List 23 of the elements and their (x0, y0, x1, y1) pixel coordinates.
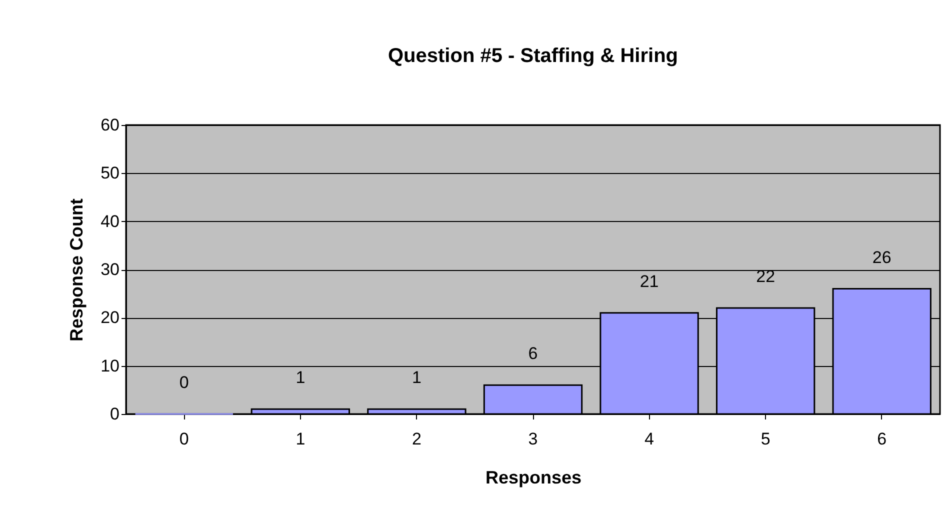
data-label: 1 (412, 368, 422, 388)
y-axis-title: Response Count (66, 198, 87, 342)
data-label: 6 (528, 344, 538, 364)
data-label: 21 (640, 272, 659, 291)
y-tick-label: 50 (100, 164, 120, 183)
x-tick-label: 3 (528, 430, 538, 448)
data-label: 26 (872, 248, 892, 267)
y-tick-label: 0 (110, 404, 120, 424)
x-tick-label: 2 (412, 430, 422, 448)
y-tick-label: 20 (100, 308, 120, 328)
y-tick-label: 10 (100, 356, 120, 376)
x-tick-label: 0 (179, 430, 189, 448)
chart-title: Question #5 - Staffing & Hiring (388, 45, 678, 67)
x-tick-label: 6 (877, 430, 887, 448)
x-tick-label: 5 (760, 430, 770, 448)
y-tick-label: 60 (100, 116, 120, 134)
data-label: 0 (179, 373, 189, 392)
data-label: 1 (296, 368, 306, 388)
x-axis-title: Responses (485, 468, 582, 488)
x-tick-label: 1 (296, 430, 306, 448)
y-tick-label: 40 (100, 212, 120, 231)
x-tick-label: 4 (644, 430, 654, 448)
y-tick-label: 30 (100, 260, 120, 279)
